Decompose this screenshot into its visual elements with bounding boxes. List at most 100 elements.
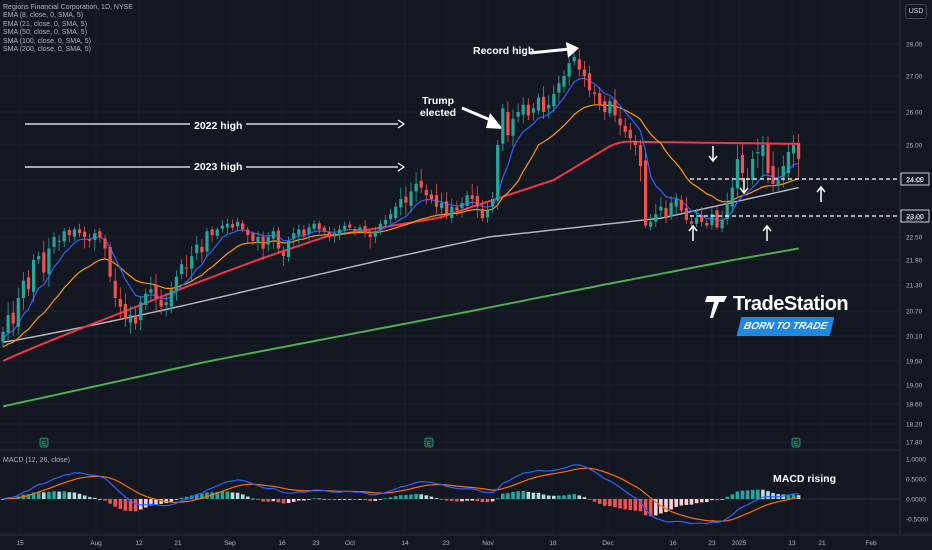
macd-histogram-bar	[348, 499, 352, 500]
macd-histogram-bar	[144, 499, 148, 508]
macd-line	[2, 464, 799, 525]
candle	[358, 227, 362, 232]
candle	[725, 202, 729, 220]
candle	[730, 187, 734, 207]
candle	[348, 224, 352, 228]
candle	[434, 195, 439, 207]
macd-histogram-bar	[256, 499, 260, 500]
candle	[21, 280, 25, 298]
macd-histogram-bar	[286, 499, 291, 504]
candle	[455, 207, 459, 211]
candle	[292, 233, 296, 239]
earnings-marker-label: E	[427, 441, 432, 448]
candle	[149, 289, 153, 293]
candle	[567, 63, 571, 77]
macd-rising-label: MACD rising	[773, 473, 836, 485]
macd-histogram-bar	[761, 489, 765, 499]
sma50-legend[interactable]: SMA (50, close, 0, SMA, 5)	[3, 29, 88, 37]
candle	[404, 196, 408, 203]
candle	[516, 112, 520, 117]
macd-histogram-bar	[337, 499, 342, 500]
macd-histogram-bar	[184, 496, 189, 499]
level-tag-label: 24.00	[906, 177, 924, 184]
macd-histogram-bar	[603, 499, 607, 506]
macd-histogram-bar	[220, 491, 225, 499]
candle	[383, 219, 388, 225]
macd-histogram-bar	[771, 492, 775, 499]
candle	[169, 289, 173, 307]
y-tick-label: 20.10	[906, 334, 923, 341]
candle	[338, 229, 342, 236]
candle	[475, 195, 479, 207]
candle	[139, 302, 143, 321]
x-tick-label: Nov	[482, 540, 494, 547]
macd-histogram-bar	[618, 499, 622, 509]
x-tick-label: 21	[174, 540, 182, 547]
candle	[715, 210, 719, 228]
candle	[689, 221, 694, 224]
x-tick-label: 16	[278, 540, 286, 547]
tradestation-logo: TradeStation BORN TO TRADE	[705, 293, 849, 343]
candle	[205, 231, 209, 252]
candle	[695, 218, 699, 224]
ema21-legend[interactable]: EMA (21, close, 0, SMA, 5)	[3, 20, 88, 28]
candle	[791, 145, 796, 154]
macd-histogram-bar	[261, 499, 265, 502]
x-tick-label: Oct	[345, 540, 355, 547]
candle	[128, 315, 133, 323]
candle	[113, 280, 117, 298]
candle	[628, 129, 632, 139]
macd-histogram-bar	[297, 499, 301, 501]
macd-histogram-bar	[302, 499, 306, 501]
macd-histogram-bar	[307, 499, 311, 500]
sma100-legend[interactable]: SMA (100, close, 0, SMA, 5)	[3, 37, 91, 45]
macd-histogram-bar	[169, 499, 174, 502]
ema8-legend[interactable]: EMA (8, close, 0, SMA, 5)	[3, 12, 84, 20]
candle	[501, 108, 505, 144]
macd-histogram-bar	[271, 499, 276, 502]
x-tick-label: 12	[135, 540, 143, 547]
macd-histogram-bar	[200, 493, 204, 499]
candle	[735, 159, 739, 189]
macd-histogram-bar	[480, 499, 485, 503]
y-tick-label: 18.60	[906, 402, 923, 409]
macd-histogram-bar	[378, 499, 383, 500]
candle	[623, 125, 627, 132]
candle	[766, 144, 770, 173]
currency-button[interactable]: USD	[905, 4, 927, 19]
candle	[200, 246, 204, 253]
y-tick-label: 26.00	[906, 110, 923, 117]
candle	[37, 256, 41, 260]
macd-histogram-bar	[562, 495, 566, 499]
candle	[271, 231, 275, 239]
macd-histogram-bar	[648, 499, 653, 517]
x-tick-label: 18	[549, 540, 557, 547]
macd-histogram-bar	[72, 492, 77, 499]
candle	[179, 264, 184, 275]
earnings-marker-label: E	[794, 441, 799, 448]
macd-histogram-bar	[796, 495, 801, 499]
macd-histogram-bar	[429, 496, 434, 499]
candle	[414, 183, 418, 192]
macd-histogram-bar	[154, 499, 158, 505]
candle	[281, 252, 286, 257]
macd-histogram-bar	[291, 499, 296, 502]
candle	[460, 202, 464, 209]
arrow-head-icon	[486, 113, 503, 129]
candle	[210, 229, 214, 236]
macd-tick-label: -0.5000	[906, 517, 928, 524]
candle	[557, 83, 561, 93]
sma200-legend[interactable]: SMA (200, close, 0, SMA, 5)	[3, 46, 91, 54]
candle	[552, 94, 556, 107]
earnings-marker-label: E	[42, 441, 47, 448]
macd-histogram-bar	[506, 493, 510, 499]
candle	[154, 285, 158, 298]
macd-histogram-bar	[108, 499, 112, 504]
arrow-head-icon	[739, 187, 749, 195]
macd-histogram-bar	[720, 499, 724, 500]
candle	[562, 76, 566, 87]
candle	[756, 152, 760, 154]
macd-histogram-bar	[1, 499, 5, 500]
